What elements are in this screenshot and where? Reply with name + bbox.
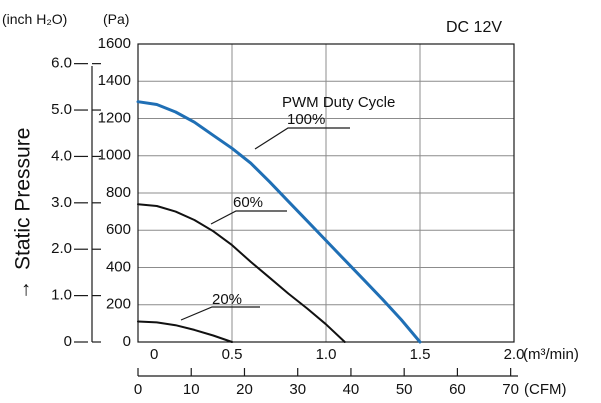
- pa-tick-label: 1600: [98, 35, 131, 52]
- cfm-tick-label: 0: [134, 381, 142, 398]
- series-label-60pct: 60%: [233, 194, 263, 211]
- m3-tick-label: 0.5: [222, 346, 243, 363]
- pa-tick-label: 1200: [98, 109, 131, 126]
- pa-tick-label: 800: [106, 184, 131, 201]
- series-leader-100pct: [254, 127, 350, 150]
- cfm-tick-label: 40: [343, 381, 360, 398]
- inch-tick-label: 5.0: [51, 101, 72, 118]
- series: [136, 100, 422, 344]
- m3-tick-label: 1.0: [316, 346, 337, 363]
- inch-tick-label: 0: [64, 333, 72, 350]
- series-label-20pct: 20%: [212, 291, 242, 308]
- series-line-100pct: [136, 100, 422, 344]
- series-leader-20pct: [180, 306, 260, 321]
- m3-tick-label: 0: [150, 346, 158, 363]
- series-labels: 100% 60% 20%: [180, 111, 350, 321]
- pa-tick-label: 400: [106, 258, 131, 275]
- inch-tick-label: 6.0: [51, 55, 72, 72]
- grid: [137, 43, 515, 343]
- cfm-tick-label: 10: [183, 381, 200, 398]
- cfm-tick-label: 30: [289, 381, 306, 398]
- series-line-20pct: [137, 320, 233, 343]
- inch-tick-label: 4.0: [51, 147, 72, 164]
- cfm-tick-label: 60: [449, 381, 466, 398]
- y-axis-label: Static Pressure: [12, 128, 35, 270]
- series-line-60pct: [137, 203, 346, 343]
- y-axis-arrow: →: [12, 280, 34, 300]
- m3-axis-ticks: 0 0.5 1.0 1.5 2.0: [150, 346, 524, 363]
- pa-tick-label: 1400: [98, 72, 131, 89]
- chart-note: DC 12V: [446, 19, 502, 36]
- y-axis-title: → Static Pressure: [12, 128, 35, 300]
- inch-tick-label: 1.0: [51, 287, 72, 304]
- y-unit-inch: (inch H₂O): [2, 11, 67, 27]
- cfm-tick-label: 20: [236, 381, 253, 398]
- pa-tick-label: 200: [106, 296, 131, 313]
- inch-tick-label: 2.0: [51, 240, 72, 257]
- inch-tick-label: 3.0: [51, 194, 72, 211]
- inch-axis-ticks: 0 1.0 2.0 3.0 4.0 5.0 6.0: [51, 55, 101, 350]
- cfm-tick-label: 50: [396, 381, 413, 398]
- y-unit-pa: (Pa): [103, 11, 129, 27]
- cfm-tick-label: 70: [502, 381, 519, 398]
- pa-axis-ticks: 0 200 400 600 800 1000 1200 1400 1600: [98, 35, 131, 350]
- pa-tick-label: 1000: [98, 147, 131, 164]
- pa-tick-label: 600: [106, 221, 131, 238]
- series-leader-60pct: [210, 210, 287, 225]
- x-unit-cfm: (CFM): [524, 381, 566, 398]
- plot-frame: [137, 43, 515, 343]
- series-label-100pct: 100%: [287, 111, 325, 128]
- pa-tick-label: 0: [123, 333, 131, 350]
- m3-tick-label: 2.0: [504, 346, 525, 363]
- x-unit-m3: (m³/min): [523, 346, 579, 363]
- m3-tick-label: 1.5: [410, 346, 431, 363]
- cfm-axis-ticks: 0 10 20 30 40 50 60 70: [134, 368, 519, 398]
- legend-title: PWM Duty Cycle: [282, 94, 395, 111]
